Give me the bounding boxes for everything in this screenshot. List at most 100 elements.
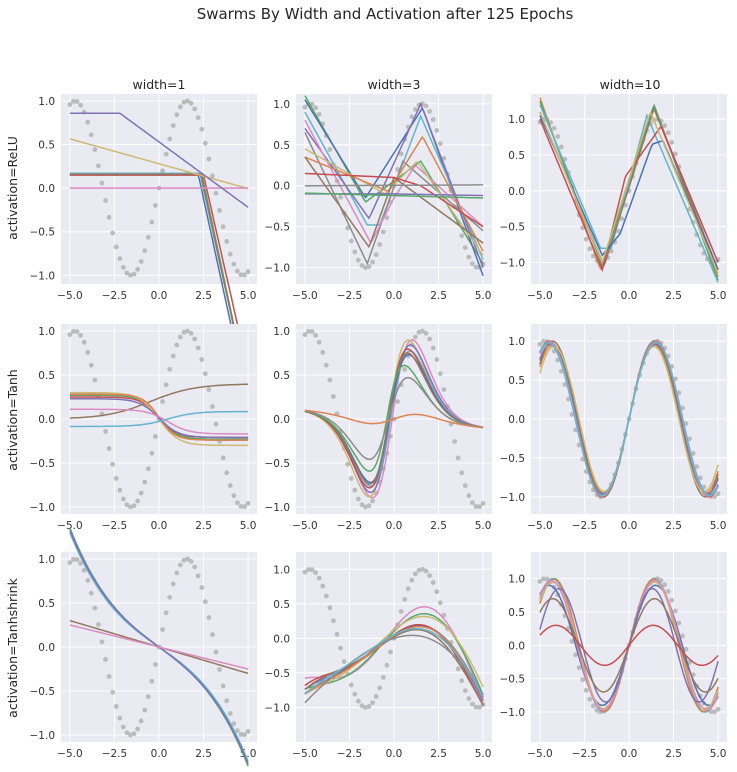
y-tick-label: 1.0 (508, 574, 525, 586)
y-tick-label: −0.5 (30, 686, 56, 698)
x-tick-label: 5.0 (475, 290, 492, 302)
target-point (103, 198, 108, 203)
y-tick-label: 0.5 (38, 370, 55, 382)
target-point (199, 126, 205, 132)
target-point (341, 659, 347, 664)
target-point (423, 330, 429, 336)
target-point (192, 564, 198, 570)
target-point (551, 125, 557, 131)
y-tick-label: −1.0 (500, 707, 526, 719)
y-tick-label: 0.0 (508, 186, 525, 198)
target-point (170, 123, 176, 129)
target-point (452, 439, 457, 444)
target-point (131, 731, 137, 737)
target-point (676, 620, 682, 626)
target-point (327, 377, 333, 383)
col-title-width-3: width=3 (368, 77, 421, 92)
y-tick-label: −0.5 (265, 668, 291, 680)
x-tick-label: 0.0 (151, 748, 168, 760)
target-point (576, 665, 582, 671)
x-tick-label: −5.0 (292, 520, 318, 532)
target-point (192, 106, 198, 112)
series-line-9 (304, 409, 484, 429)
target-point (96, 622, 101, 627)
target-point (142, 707, 148, 713)
target-point (395, 399, 400, 404)
target-point (423, 103, 429, 109)
target-point (224, 698, 230, 704)
x-tick-label: 2.5 (195, 290, 212, 302)
target-point (71, 556, 76, 562)
y-tick-label: 0.0 (273, 633, 290, 645)
target-point (348, 682, 354, 688)
target-point (220, 683, 226, 689)
target-point (120, 724, 126, 730)
y-tick-label: 0.5 (273, 599, 290, 611)
target-point (338, 194, 343, 200)
target-point (334, 631, 340, 637)
target-point (437, 600, 443, 606)
y-tick-label: −1.0 (30, 502, 56, 514)
target-point (174, 570, 180, 576)
x-tick-label: −2.5 (337, 520, 363, 532)
y-tick-label: 1.0 (508, 336, 525, 348)
y-tick-label: 0.5 (38, 598, 55, 610)
target-point (231, 721, 237, 727)
target-point (462, 483, 468, 488)
x-tick-label: 5.0 (240, 520, 257, 532)
target-point (313, 332, 318, 338)
target-point (459, 678, 465, 684)
target-point (235, 268, 240, 274)
target-point (145, 694, 151, 700)
target-point (587, 696, 593, 702)
target-point (245, 728, 251, 734)
target-point (473, 504, 479, 509)
target-point (206, 387, 212, 392)
y-tick-label: 0.0 (273, 181, 290, 193)
target-point (110, 461, 116, 467)
y-tick-label: 0.0 (38, 414, 55, 426)
target-point (359, 502, 365, 508)
target-point (715, 706, 721, 712)
panel-grid: −5.0 −2.5 0.0 2.5 5.0 −1.0 −0.5 0.0 0.5 1.0 −5.0 −2… (30, 94, 727, 767)
target-point (138, 259, 144, 264)
target-point (185, 98, 190, 104)
x-tick-label: 2.5 (430, 520, 447, 532)
target-point (113, 476, 119, 481)
y-tick-label: 0.5 (38, 140, 55, 152)
target-point (224, 470, 230, 476)
x-tick-label: 0.0 (151, 290, 168, 302)
y-tick-label: −0.5 (265, 222, 291, 234)
x-tick-label: 5.0 (710, 290, 727, 302)
target-point (345, 461, 351, 467)
target-point (355, 257, 361, 263)
x-tick-label: 2.5 (665, 748, 682, 760)
target-point (74, 99, 80, 104)
target-point (231, 261, 237, 267)
y-tick-label: 0.5 (273, 370, 290, 382)
target-point (437, 141, 443, 146)
target-point (167, 136, 173, 142)
panel-0-1: −5.0 −2.5 0.0 2.5 5.0 −1.0 −0.5 0.0 0.5 1.0 (265, 94, 492, 302)
target-point (712, 709, 717, 715)
x-tick-label: 0.0 (151, 520, 168, 532)
y-tick-label: −0.5 (30, 458, 56, 470)
target-point (370, 259, 376, 265)
target-point (348, 476, 354, 481)
target-point (163, 151, 169, 157)
panel-1-1: −5.0 −2.5 0.0 2.5 5.0 −1.0 −0.5 0.0 0.5 1.0 (265, 324, 492, 532)
y-tick-label: −1.0 (265, 502, 291, 514)
target-point (313, 570, 318, 576)
target-point (427, 108, 433, 114)
series-line-7 (69, 408, 249, 435)
target-point (327, 147, 333, 152)
target-point (106, 214, 112, 220)
target-point (120, 496, 126, 502)
x-tick-label: 2.5 (195, 748, 212, 760)
row-label-tanhshrink: activation=Tanhshrink (5, 577, 20, 717)
x-tick-label: 0.0 (386, 520, 403, 532)
x-tick-label: −2.5 (572, 520, 598, 532)
target-point (78, 560, 83, 566)
target-point (235, 728, 240, 734)
target-point (320, 350, 326, 355)
